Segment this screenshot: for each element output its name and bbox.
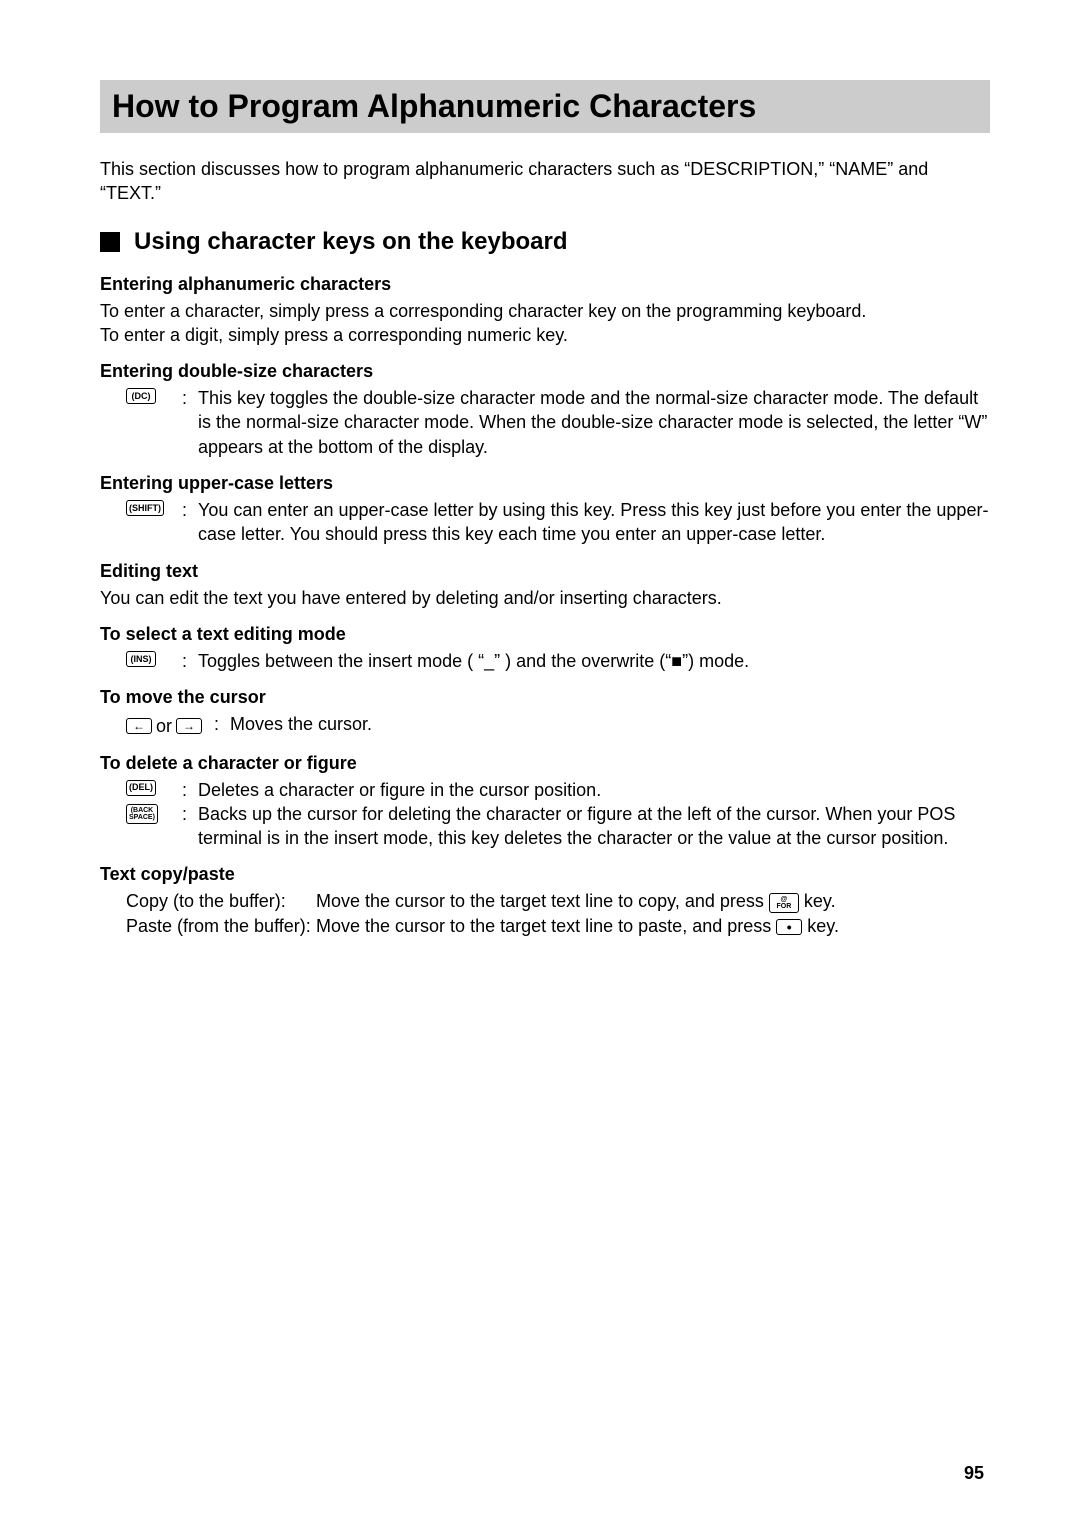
- select-mode-desc: Toggles between the insert mode ( “_” ) …: [198, 649, 990, 673]
- key-col: (DEL): [126, 778, 182, 796]
- subhead-select-mode: To select a text editing mode: [100, 624, 990, 645]
- right-arrow-key-icon: →: [176, 718, 202, 734]
- copy-desc: Move the cursor to the target text line …: [316, 889, 990, 913]
- at-for-key-line1: @: [780, 896, 787, 903]
- subhead-move-cursor: To move the cursor: [100, 687, 990, 708]
- key-col: (BACK SPACE): [126, 802, 182, 824]
- key-col: (DC): [126, 386, 182, 404]
- section-heading-text: Using character keys on the keyboard: [134, 228, 568, 256]
- paste-desc: Move the cursor to the target text line …: [316, 914, 990, 938]
- del-key-icon: (DEL): [126, 780, 156, 796]
- subhead-delete-char: To delete a character or figure: [100, 753, 990, 774]
- del-desc: Deletes a character or figure in the cur…: [198, 778, 990, 802]
- key-col: ← or →: [126, 712, 214, 738]
- upper-key-item: (SHIFT) : You can enter an upper-case le…: [126, 498, 990, 547]
- paste-desc-before: Move the cursor to the target text line …: [316, 916, 776, 936]
- at-for-key-icon: @ FOR: [769, 893, 799, 913]
- entering-alpha-line2: To enter a digit, simply press a corresp…: [100, 323, 990, 347]
- colon: :: [182, 649, 198, 673]
- backspace-key-line2: SPACE): [129, 814, 155, 821]
- select-mode-key-item: (INS) : Toggles between the insert mode …: [126, 649, 990, 673]
- copy-label: Copy (to the buffer):: [126, 889, 316, 913]
- upper-desc: You can enter an upper-case letter by us…: [198, 498, 990, 547]
- colon: :: [182, 778, 198, 802]
- dc-key-icon: (DC): [126, 388, 156, 404]
- page: How to Program Alphanumeric Characters T…: [0, 0, 1080, 1526]
- move-cursor-desc: Moves the cursor.: [230, 712, 990, 736]
- subhead-entering-double: Entering double-size characters: [100, 361, 990, 382]
- colon: :: [214, 712, 230, 736]
- backspace-key-item: (BACK SPACE) : Backs up the cursor for d…: [126, 802, 990, 851]
- left-arrow-key-icon: ←: [126, 718, 152, 734]
- backspace-key-icon: (BACK SPACE): [126, 804, 158, 824]
- copy-desc-before: Move the cursor to the target text line …: [316, 891, 769, 911]
- backspace-desc: Backs up the cursor for deleting the cha…: [198, 802, 990, 851]
- intro-text: This section discusses how to program al…: [100, 157, 990, 206]
- double-size-desc: This key toggles the double-size charact…: [198, 386, 990, 459]
- move-cursor-key-item: ← or → : Moves the cursor.: [126, 712, 990, 738]
- del-key-item: (DEL) : Deletes a character or figure in…: [126, 778, 990, 802]
- or-text: or: [152, 714, 176, 738]
- subhead-copy-paste: Text copy/paste: [100, 864, 990, 885]
- paste-label: Paste (from the buffer):: [126, 914, 316, 938]
- ins-key-icon: (INS): [126, 651, 156, 667]
- page-number: 95: [964, 1463, 984, 1484]
- backspace-key-line1: (BACK: [131, 807, 154, 814]
- subhead-entering-alpha: Entering alphanumeric characters: [100, 274, 990, 295]
- key-col: (INS): [126, 649, 182, 667]
- paste-desc-after: key.: [807, 916, 839, 936]
- at-for-key-line2: FOR: [777, 903, 792, 910]
- square-bullet-icon: [100, 232, 120, 252]
- subhead-editing-text: Editing text: [100, 561, 990, 582]
- colon: :: [182, 386, 198, 410]
- shift-key-icon: (SHIFT): [126, 500, 164, 516]
- dot-key-icon: •: [776, 919, 802, 935]
- key-col: (SHIFT): [126, 498, 182, 516]
- page-title: How to Program Alphanumeric Characters: [100, 80, 990, 133]
- copy-desc-after: key.: [804, 891, 836, 911]
- colon: :: [182, 802, 198, 826]
- section-heading: Using character keys on the keyboard: [100, 228, 990, 256]
- entering-alpha-line1: To enter a character, simply press a cor…: [100, 299, 990, 323]
- subhead-entering-upper: Entering upper-case letters: [100, 473, 990, 494]
- editing-text-line1: You can edit the text you have entered b…: [100, 586, 990, 610]
- copy-row: Copy (to the buffer): Move the cursor to…: [126, 889, 990, 913]
- paste-row: Paste (from the buffer): Move the cursor…: [126, 914, 990, 938]
- colon: :: [182, 498, 198, 522]
- double-size-key-item: (DC) : This key toggles the double-size …: [126, 386, 990, 459]
